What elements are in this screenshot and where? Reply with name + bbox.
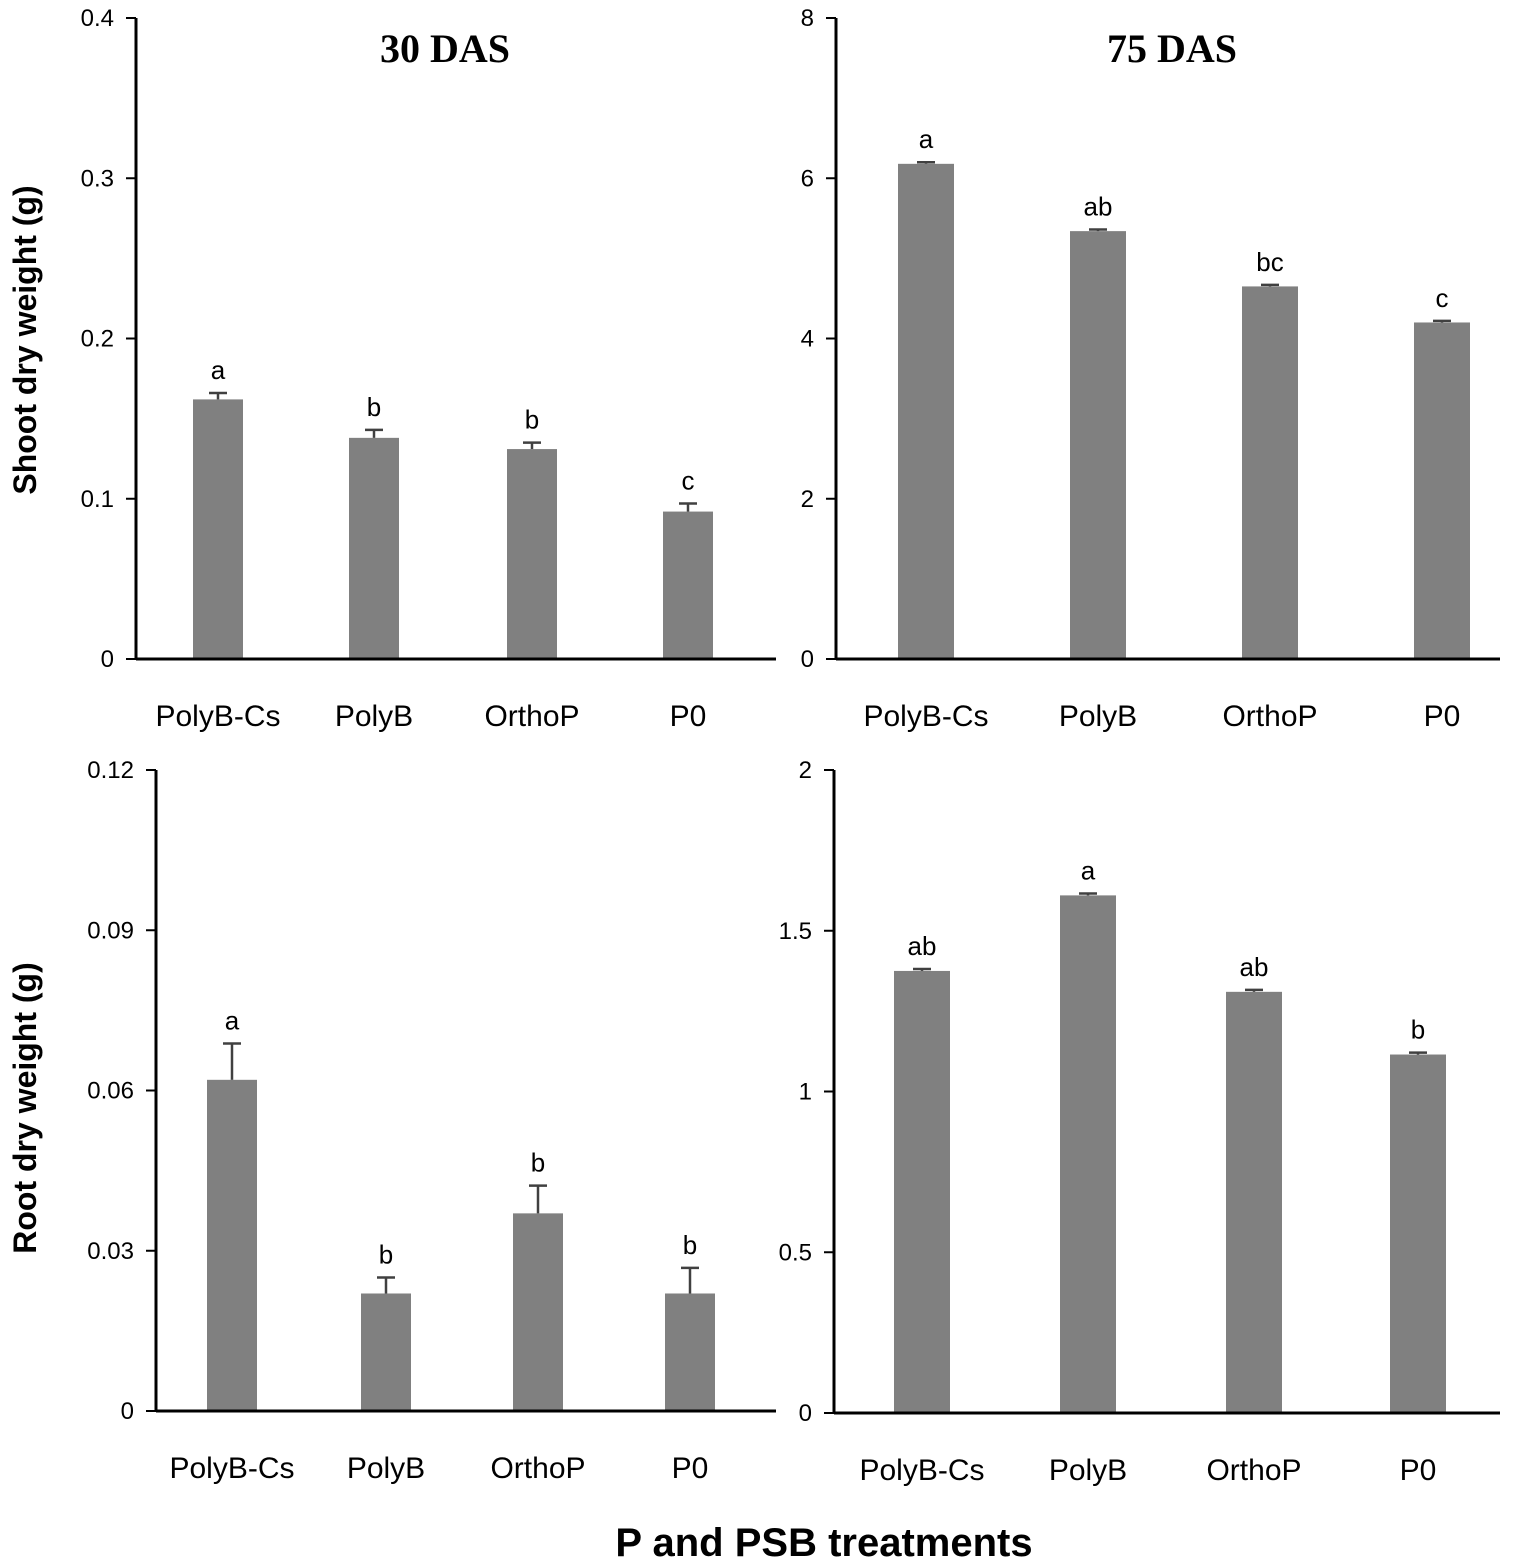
y-tick-label: 0.4 (81, 5, 114, 32)
bar-polyb (1060, 895, 1116, 1413)
y-tick-label: 1.5 (779, 918, 812, 945)
significance-letter: b (1411, 1015, 1425, 1045)
significance-letter: bc (1256, 247, 1283, 277)
x-tick-label: PolyB (1049, 1454, 1127, 1487)
y-tick-label: 2 (799, 757, 812, 784)
panel-shoot-dry-weight-30-das: a PolyB-Cs b PolyB b OrthoP c P0 0 0.1 0.2 0.3 0.4 30… (7, 5, 776, 733)
x-tick-label: OrthoP (490, 1452, 585, 1485)
y-tick-label: 0.09 (87, 917, 134, 944)
y-tick-label: 0.3 (81, 165, 114, 192)
y-tick-label: 0.06 (87, 1078, 134, 1105)
bar-polyb-cs (894, 970, 950, 1413)
x-tick-label: PolyB-Cs (169, 1452, 294, 1485)
significance-letter: ab (1240, 952, 1269, 982)
bar-polyb (1070, 231, 1126, 659)
y-tick-label: 6 (801, 165, 814, 192)
y-tick-label: 4 (801, 326, 814, 353)
bar-orthop (1242, 286, 1298, 659)
significance-letter: b (379, 1239, 393, 1269)
x-tick-label: PolyB-Cs (155, 700, 280, 733)
bar-polyb-cs (898, 163, 954, 659)
significance-letter: b (525, 405, 539, 435)
x-tick-label: P0 (670, 700, 707, 733)
x-tick-label: PolyB-Cs (863, 700, 988, 733)
panel-root-dry-weight-75-das: ab PolyB-Cs a PolyB ab OrthoP b P0 0 0.5 1 1.5 2 (779, 757, 1500, 1487)
panel-title: 75 DAS (1107, 26, 1237, 71)
significance-letter: b (367, 392, 381, 422)
x-tick-label: OrthoP (1206, 1454, 1301, 1487)
y-tick-label: 0.1 (81, 486, 114, 513)
y-tick-label: 0.5 (779, 1239, 812, 1266)
panel-shoot-dry-weight-75-das: a PolyB-Cs ab PolyB bc OrthoP c P0 0 2 4 6 8 75 DAS (801, 5, 1500, 733)
bar-polyb (361, 1293, 411, 1411)
x-tick-label: P0 (1424, 700, 1461, 733)
bar-polyb-cs (193, 399, 243, 659)
bar-p0 (1390, 1054, 1446, 1413)
x-tick-label: P0 (1400, 1454, 1437, 1487)
bar-p0 (665, 1293, 715, 1411)
bar-p0 (663, 511, 713, 659)
significance-letter: ab (1084, 192, 1113, 222)
significance-letter: b (683, 1230, 697, 1260)
bar-orthop (507, 449, 557, 659)
x-tick-label: PolyB (335, 700, 413, 733)
y-tick-label: 0 (799, 1400, 812, 1427)
y-tick-label: 0 (801, 646, 814, 673)
x-tick-label: P0 (672, 1452, 709, 1485)
significance-letter: a (225, 1005, 240, 1035)
y-axis-label: Root dry weight (g) (7, 962, 43, 1254)
y-tick-label: 0.12 (87, 757, 134, 784)
y-tick-label: 0 (121, 1398, 134, 1425)
y-tick-label: 2 (801, 486, 814, 513)
x-tick-label: PolyB-Cs (859, 1454, 984, 1487)
bar-polyb (349, 437, 399, 659)
significance-letter: a (1081, 855, 1096, 885)
x-tick-label: OrthoP (1222, 700, 1317, 733)
bar-p0 (1414, 322, 1470, 659)
y-tick-label: 0.03 (87, 1238, 134, 1265)
figure-x-axis-label: P and PSB treatments (615, 1521, 1032, 1565)
panel-title: 30 DAS (380, 26, 510, 71)
bar-polyb-cs (207, 1079, 257, 1411)
bar-orthop (1226, 991, 1282, 1413)
panel-root-dry-weight-30-das: a PolyB-Cs b PolyB b OrthoP b P0 0 0.03 0.06 0.09 0.… (7, 757, 776, 1485)
y-tick-label: 0.2 (81, 326, 114, 353)
y-axis-label: Shoot dry weight (g) (7, 185, 43, 494)
significance-letter: a (211, 355, 226, 385)
significance-letter: ab (908, 931, 937, 961)
significance-letter: c (682, 466, 695, 496)
significance-letter: b (531, 1148, 545, 1178)
significance-letter: a (919, 124, 934, 154)
significance-letter: c (1436, 283, 1449, 313)
y-tick-label: 8 (801, 5, 814, 32)
y-tick-label: 0 (101, 646, 114, 673)
x-tick-label: PolyB (347, 1452, 425, 1485)
x-tick-label: OrthoP (484, 700, 579, 733)
x-tick-label: PolyB (1059, 700, 1137, 733)
y-tick-label: 1 (799, 1079, 812, 1106)
bar-orthop (513, 1213, 563, 1411)
